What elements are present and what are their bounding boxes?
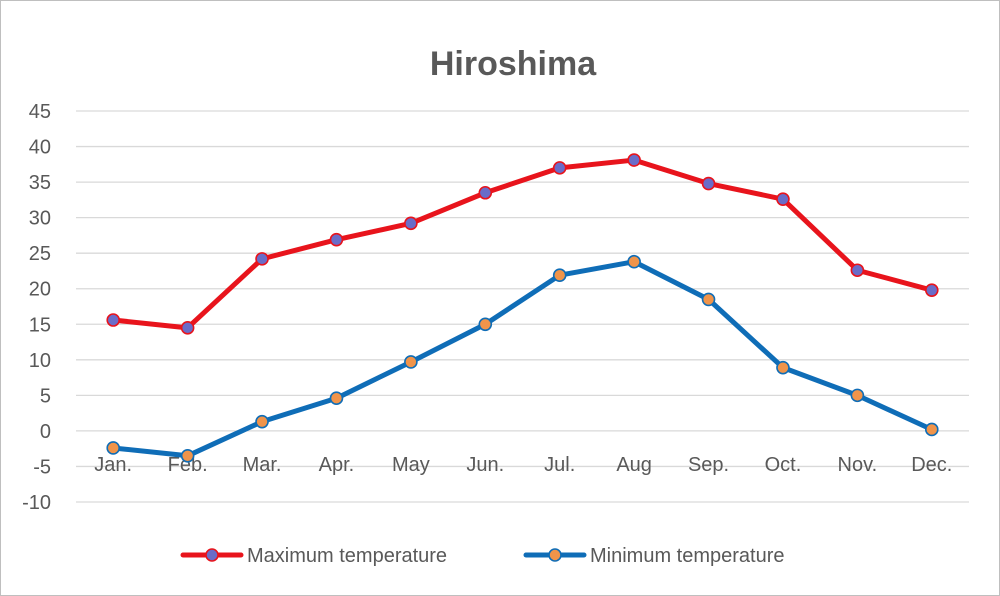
data-point [255, 252, 269, 266]
series-line-0 [110, 157, 935, 331]
data-point [701, 292, 716, 307]
legend-marker-swatch [205, 548, 219, 562]
data-point [255, 414, 269, 429]
data-point [776, 192, 790, 206]
data-point [627, 254, 641, 269]
legend-item-0: Maximum temperature [180, 545, 447, 567]
chart-title: Hiroshima [430, 45, 597, 83]
x-tick-label: Aug [616, 454, 652, 476]
grid-lines [76, 110, 969, 503]
data-point [924, 422, 939, 437]
data-point [850, 263, 865, 278]
y-tick-label: 10 [29, 350, 51, 372]
data-point [404, 216, 418, 231]
data-point [404, 355, 418, 369]
data-point [180, 321, 195, 335]
data-point [552, 161, 567, 175]
data-point [478, 317, 493, 332]
y-tick-label: 0 [40, 421, 51, 443]
y-tick-label: 30 [29, 208, 51, 230]
data-point [329, 232, 344, 247]
data-point [329, 391, 344, 406]
legend-item-1: Minimum temperature [523, 545, 785, 567]
data-point [180, 448, 195, 463]
y-tick-label: 45 [29, 101, 51, 123]
x-tick-label: Sep. [688, 454, 729, 476]
y-tick-label: 35 [29, 172, 51, 194]
x-tick-label: Feb. [168, 454, 208, 476]
series-line-1 [110, 259, 935, 459]
x-tick-label: Mar. [243, 454, 282, 476]
x-tick-label: Jul. [544, 454, 575, 476]
data-point [106, 441, 121, 455]
y-tick-label: 15 [29, 314, 51, 336]
legend-label: Maximum temperature [247, 545, 447, 567]
x-tick-label: Apr. [319, 454, 355, 476]
data-point [106, 313, 121, 327]
y-tick-label: 25 [29, 243, 51, 265]
y-tick-label: 20 [29, 279, 51, 301]
x-axis-ticks: Jan. Feb. Mar. Apr. May Jun. Jul. Aug Sep. Oct. No… [94, 454, 952, 476]
series-1 [106, 254, 939, 463]
data-point [776, 360, 790, 375]
data-point [478, 185, 493, 200]
y-axis-ticks: -10 -5 0 5 10 15 20 25 30 35 40 45 [22, 101, 51, 514]
data-point [627, 153, 641, 167]
x-tick-label: Dec. [911, 454, 952, 476]
y-tick-label: -5 [33, 456, 51, 478]
x-tick-label: Jun. [466, 454, 504, 476]
data-point [924, 283, 939, 297]
x-tick-label: May [392, 454, 430, 476]
series-lines [106, 153, 939, 463]
y-tick-label: -10 [22, 492, 51, 514]
x-tick-label: Jan. [94, 454, 132, 476]
y-tick-label: 40 [29, 137, 51, 159]
legend-label: Minimum temperature [590, 545, 785, 567]
legend-marker-swatch [548, 548, 562, 562]
legend: Maximum temperature Minimum temperature [180, 545, 785, 567]
x-tick-label: Nov. [838, 454, 878, 476]
data-point [850, 388, 865, 403]
series-0 [106, 153, 939, 335]
data-point [701, 176, 716, 191]
data-point [552, 268, 567, 283]
x-tick-label: Oct. [765, 454, 802, 476]
y-tick-label: 5 [40, 385, 51, 407]
